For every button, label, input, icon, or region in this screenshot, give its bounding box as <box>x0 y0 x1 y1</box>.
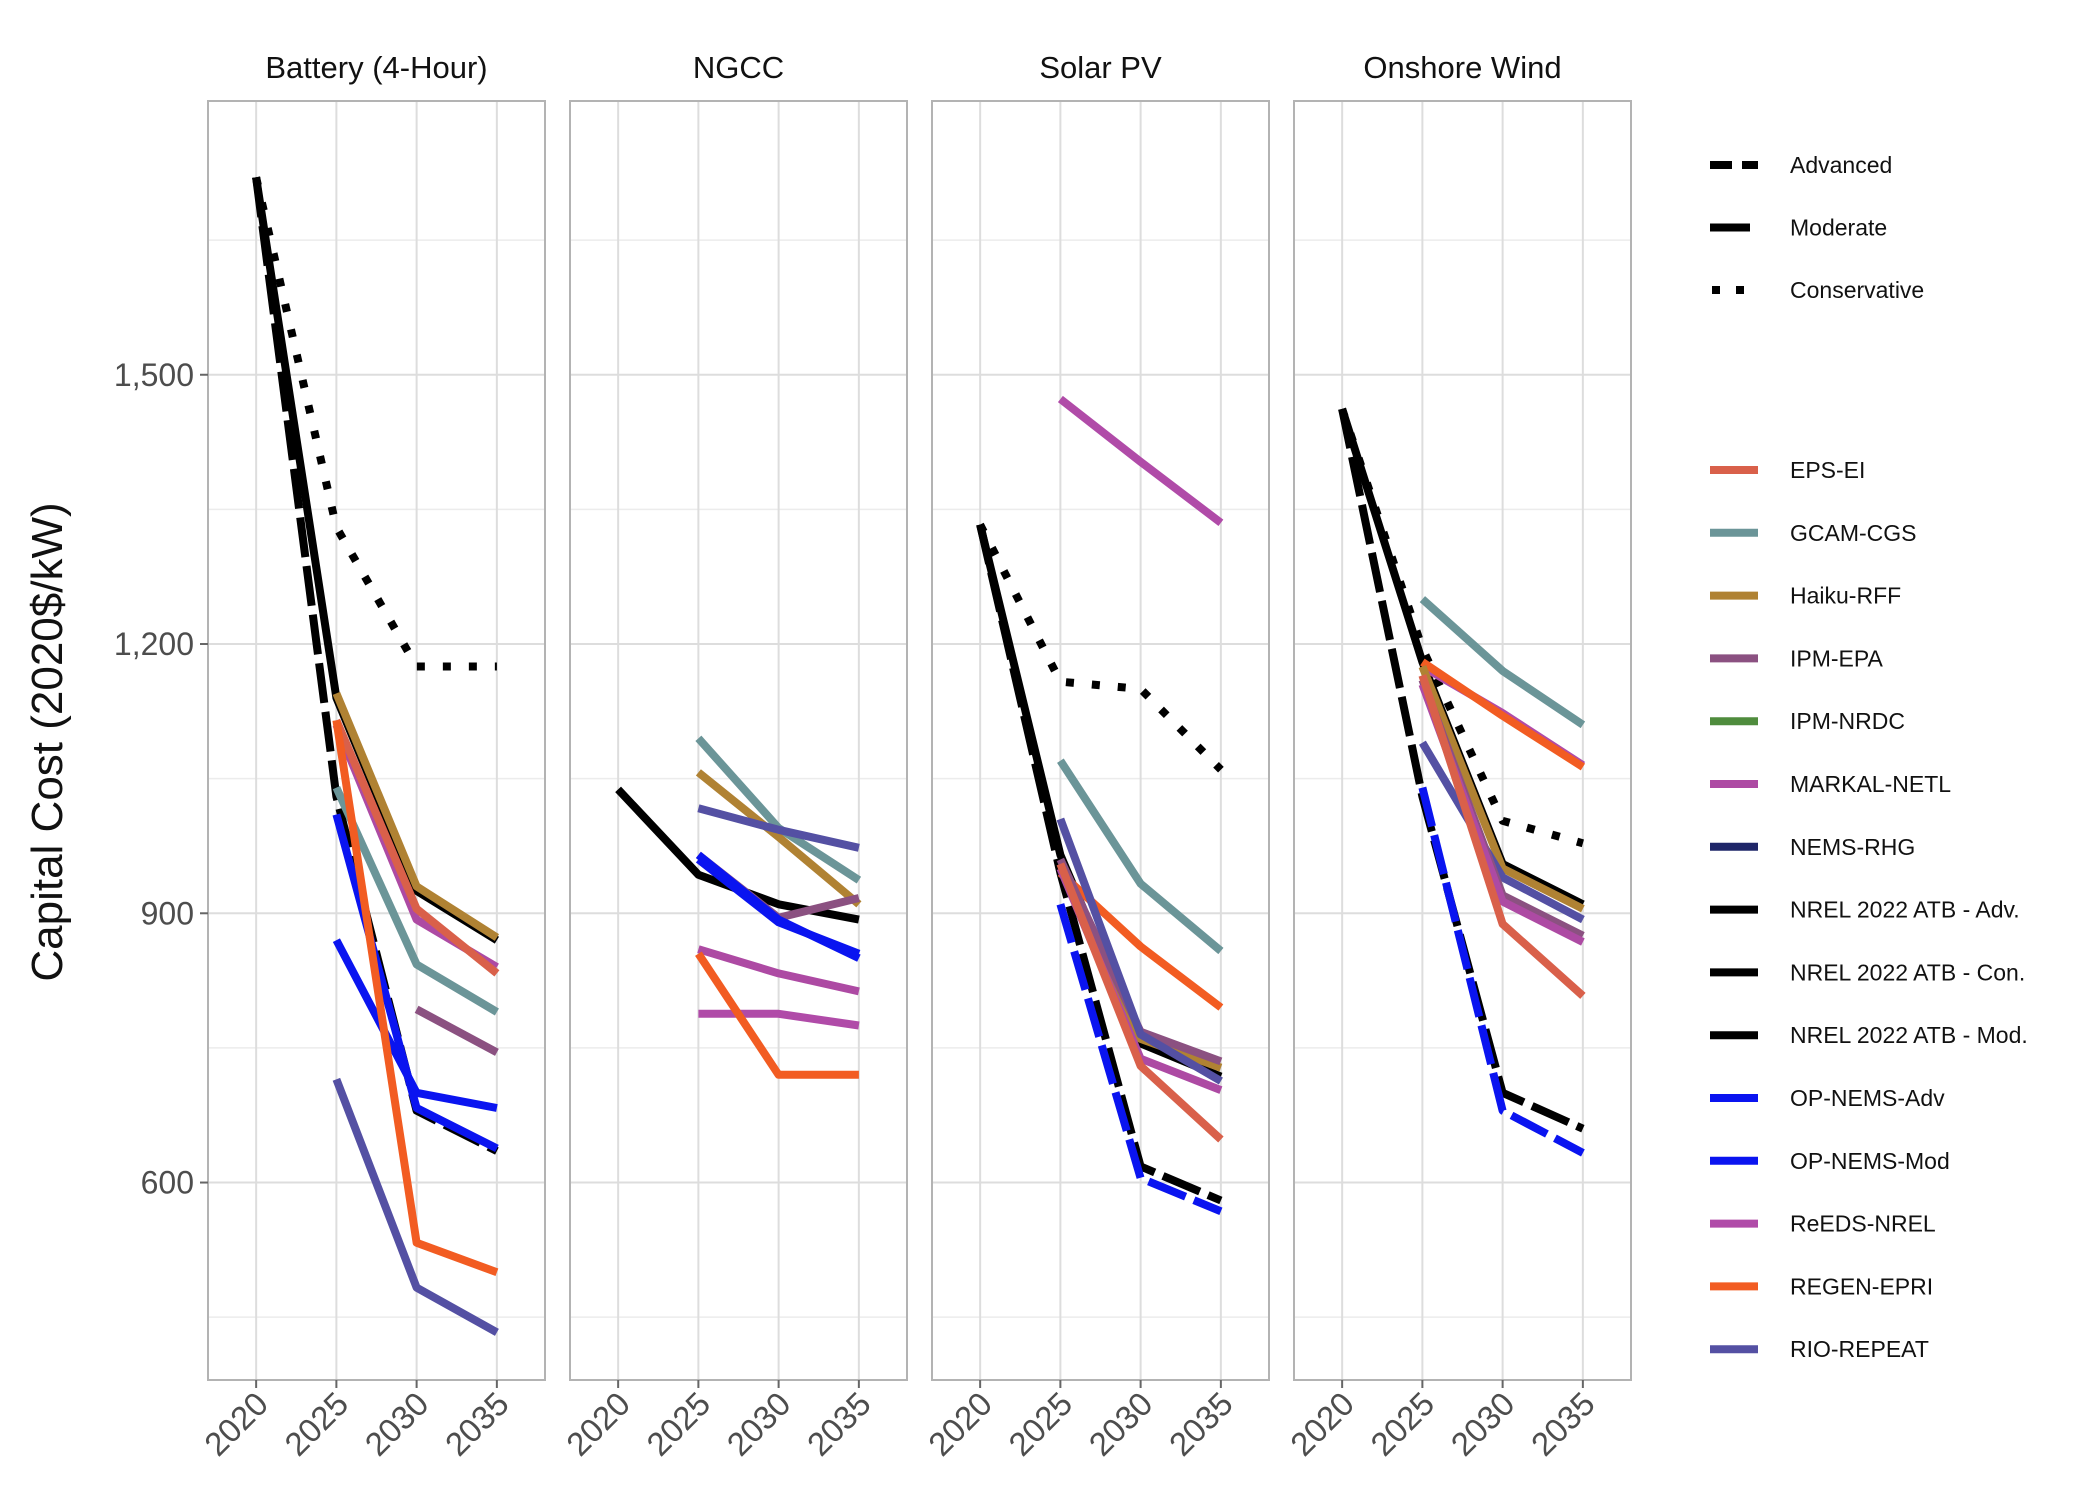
x-tick-label: 2035 <box>1524 1385 1602 1463</box>
series-line-rio-repeat <box>697 804 860 852</box>
series-group <box>1338 407 1586 1157</box>
panel-border <box>1293 100 1632 1381</box>
x-tick-label: 2020 <box>197 1385 275 1463</box>
x-tick-label: 2025 <box>639 1385 717 1463</box>
series-line-op-nems-mod <box>1418 786 1585 1157</box>
panel-title: Solar PV <box>1039 50 1162 85</box>
facet-panels: Battery (4-Hour)2020 2025 2030 20356009001,… <box>114 50 1632 1463</box>
legend-label: OP-NEMS-Adv <box>1790 1085 1945 1111</box>
legend-label: IPM-NRDC <box>1790 708 1905 734</box>
x-tick-label: 2030 <box>1081 1385 1159 1463</box>
series-line-op-nems-mod <box>1056 903 1223 1215</box>
x-tick-label: 2025 <box>1363 1385 1441 1463</box>
legend-label: NEMS-RHG <box>1790 834 1915 860</box>
panel-border <box>569 100 908 1381</box>
x-tick-label: 2035 <box>1162 1385 1240 1463</box>
x-tick-label: 2020 <box>921 1385 999 1463</box>
x-tick-label: 2035 <box>438 1385 516 1463</box>
legend: Advanced Moderate Conservative EPS-EI GCAM-C… <box>1710 152 2028 1362</box>
legend-label: ReEDS-NREL <box>1790 1211 1936 1237</box>
panel-onshore-wind: Onshore Wind 2020 2025 2030 2035 <box>1283 50 1632 1463</box>
series-line-rio-repeat <box>1056 817 1223 1085</box>
y-tick-label: 1,200 <box>114 626 194 662</box>
series-line-regen-epri <box>695 951 859 1079</box>
series-group <box>252 176 500 1336</box>
y-tick-label: 1,500 <box>114 357 194 393</box>
series-line-rio-repeat <box>1418 740 1585 924</box>
legend-label: Conservative <box>1790 277 1924 303</box>
legend-label: MARKAL-NETL <box>1790 771 1951 797</box>
legend-label: REGEN-EPRI <box>1790 1273 1933 1299</box>
series-line-nrel-2022-atb-adv <box>976 523 1223 1205</box>
legend-label: NREL 2022 ATB - Mod. <box>1790 1022 2028 1048</box>
series-line-nrel-2022-atb-con <box>976 522 1224 773</box>
x-tick-label: 2025 <box>277 1385 355 1463</box>
legend-label: EPS-EI <box>1790 457 1865 483</box>
x-tick-label: 2030 <box>1443 1385 1521 1463</box>
x-tick-label: 2035 <box>800 1385 878 1463</box>
panel-battery-4-hour: Battery (4-Hour) 2020 2025 2030 2035 600 900 1,… <box>114 50 546 1463</box>
x-tick-label: 2030 <box>357 1385 435 1463</box>
series-group <box>976 395 1224 1215</box>
series-line-reeds-nrel <box>1057 395 1224 526</box>
panel-title: Onshore Wind <box>1363 50 1561 85</box>
y-axis-label: Capital Cost (2020$/kW) <box>23 502 72 981</box>
gridlines <box>570 101 907 1380</box>
series-line-nrel-2022-atb-mod <box>976 523 1223 1081</box>
panel-title: Battery (4-Hour) <box>265 50 487 85</box>
x-tick-label: 2020 <box>1283 1385 1361 1463</box>
series-line-markal-netl <box>697 945 860 996</box>
series-line-rio-repeat <box>332 1077 499 1336</box>
series-line-haiku-rff <box>695 769 862 908</box>
panel-solar-pv: Solar PV 2020 2025 2030 2035 <box>921 50 1270 1463</box>
gridlines <box>1294 101 1631 1380</box>
series-line-haiku-rff <box>1418 665 1585 913</box>
x-tick-label: 2025 <box>1001 1385 1079 1463</box>
y-tick-label: 600 <box>141 1165 194 1201</box>
series-line-regen-epri <box>1420 658 1586 771</box>
legend-label: RIO-REPEAT <box>1790 1336 1929 1362</box>
series-line-eps-ei <box>1056 862 1224 1143</box>
series-line-op-nems-adv <box>695 856 861 958</box>
series-group <box>615 735 862 1079</box>
legend-label: OP-NEMS-Mod <box>1790 1148 1950 1174</box>
series-line-op-nems-adv <box>332 938 498 1112</box>
series-line-regen-epri <box>332 719 499 1277</box>
series-line-gcam-cgs <box>1057 758 1224 955</box>
panel-ngcc: NGCC 2020 2025 2030 2035 <box>559 50 908 1463</box>
series-line-haiku-rff <box>332 691 500 941</box>
series-line-reeds-nrel <box>698 1009 860 1030</box>
series-line-gcam-cgs <box>332 785 499 1016</box>
panel-border <box>931 100 1270 1381</box>
legend-label: NREL 2022 ATB - Adv. <box>1790 897 2020 923</box>
legend-label: Moderate <box>1790 215 1887 241</box>
series-line-gcam-cgs <box>1419 596 1586 729</box>
panel-title: NGCC <box>693 50 784 85</box>
series-line-ipm-epa <box>414 1005 499 1056</box>
y-tick-label: 900 <box>141 895 194 931</box>
legend-label: NREL 2022 ATB - Con. <box>1790 959 2025 985</box>
x-tick-label: 2020 <box>559 1385 637 1463</box>
x-tick-label: 2030 <box>719 1385 797 1463</box>
legend-label: GCAM-CGS <box>1790 520 1917 546</box>
legend-label: IPM-EPA <box>1790 645 1884 671</box>
series-line-eps-ei <box>332 718 500 977</box>
legend-label: Haiku-RFF <box>1790 583 1901 609</box>
series-line-eps-ei <box>1418 674 1586 999</box>
gridlines <box>932 101 1269 1380</box>
legend-label: Advanced <box>1790 152 1892 178</box>
series-line-nrel-2022-atb-mod <box>1338 407 1585 908</box>
panel-border <box>207 100 546 1381</box>
